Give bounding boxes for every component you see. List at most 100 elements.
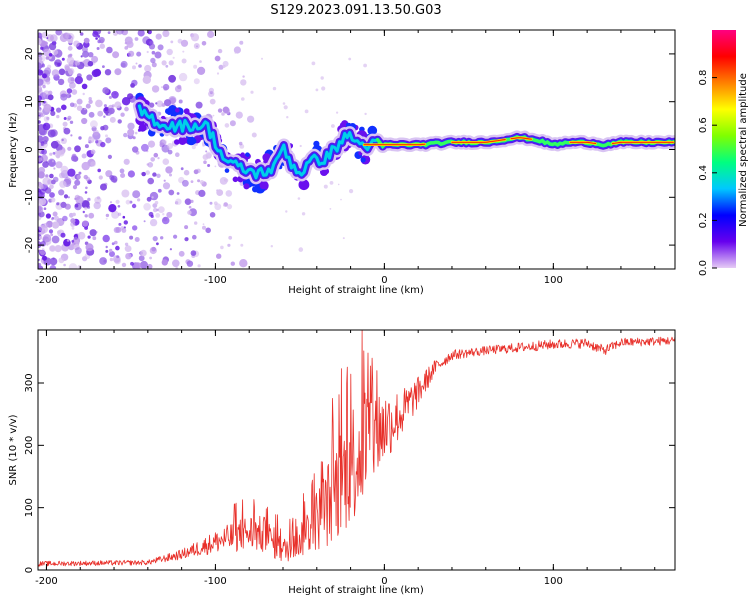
noise-speck <box>178 72 188 82</box>
noise-speck <box>223 204 225 207</box>
noise-speck <box>169 173 172 177</box>
noise-speck <box>114 101 122 109</box>
noise-speck <box>99 43 106 49</box>
noise-speck <box>45 80 51 85</box>
noise-speck <box>270 245 273 248</box>
colorbar-tick-label: 0.0 <box>698 260 709 276</box>
noise-speck <box>62 215 68 222</box>
noise-speck <box>184 198 192 205</box>
noise-speck <box>91 55 99 63</box>
noise-speck <box>43 234 52 243</box>
noise-speck <box>100 183 107 191</box>
noise-speck <box>138 64 142 68</box>
ridge-blob <box>183 108 190 115</box>
noise-speck <box>192 234 197 240</box>
noise-speck <box>66 93 72 99</box>
noise-speck <box>167 143 174 149</box>
noise-speck <box>340 198 342 201</box>
noise-speck <box>143 203 151 211</box>
noise-speck <box>100 126 105 131</box>
noise-speck <box>51 235 60 244</box>
noise-speck <box>52 211 58 217</box>
noise-speck <box>147 30 152 35</box>
noise-speck <box>151 50 156 55</box>
noise-speck <box>161 259 168 266</box>
snr-y-tick-label: 100 <box>24 498 35 517</box>
noise-speck <box>85 103 91 109</box>
noise-speck <box>91 69 100 78</box>
noise-speck <box>95 99 103 108</box>
noise-speck <box>147 177 154 185</box>
noise-speck <box>50 197 56 203</box>
noise-speck <box>190 250 197 256</box>
noise-speck <box>82 92 85 96</box>
noise-speck <box>40 112 45 118</box>
noise-speck <box>38 145 43 153</box>
noise-speck <box>172 259 180 268</box>
noise-speck <box>81 153 87 159</box>
noise-speck <box>162 213 165 216</box>
noise-speck <box>225 190 233 197</box>
noise-speck <box>93 201 101 210</box>
noise-speck <box>194 221 198 225</box>
noise-speck <box>79 32 84 36</box>
noise-speck <box>197 264 201 268</box>
noise-speck <box>59 180 67 188</box>
noise-speck <box>38 198 44 207</box>
noise-speck <box>97 110 104 117</box>
noise-speck <box>38 87 43 95</box>
noise-speck <box>111 91 119 99</box>
noise-speck <box>166 48 173 56</box>
noise-speck <box>105 249 109 253</box>
noise-speck <box>197 179 201 183</box>
noise-speck <box>60 232 66 238</box>
noise-speck <box>272 86 277 91</box>
noise-speck <box>49 192 55 198</box>
noise-speck <box>151 196 154 199</box>
noise-speck <box>54 61 58 65</box>
noise-speck <box>109 201 113 204</box>
noise-speck <box>149 218 158 227</box>
noise-speck <box>60 32 64 36</box>
noise-speck <box>109 248 113 253</box>
noise-speck <box>152 172 157 177</box>
noise-speck <box>102 234 110 243</box>
noise-speck <box>90 161 96 167</box>
noise-speck <box>234 51 237 54</box>
noise-speck <box>169 248 172 251</box>
noise-speck <box>112 51 120 59</box>
noise-speck <box>54 245 62 253</box>
snr-frame <box>37 329 676 571</box>
noise-speck <box>58 172 65 179</box>
noise-speck <box>111 210 120 219</box>
noise-speck <box>38 107 42 116</box>
noise-speck <box>137 30 145 37</box>
noise-speck <box>114 240 118 245</box>
noise-speck <box>39 236 43 240</box>
snr-y-tick-label: 200 <box>24 436 35 455</box>
noise-speck <box>76 73 82 78</box>
noise-speck <box>38 62 42 71</box>
spectrogram-y-tick-label: 0 <box>24 146 35 152</box>
noise-speck <box>88 97 92 101</box>
noise-speck <box>48 229 54 234</box>
noise-speck <box>342 237 345 240</box>
spectrogram-x-tick-label: -200 <box>35 275 58 286</box>
noise-speck <box>102 65 105 68</box>
noise-speck <box>85 243 94 252</box>
noise-speck <box>349 189 354 194</box>
noise-speck <box>46 116 50 120</box>
noise-speck <box>134 131 138 135</box>
noise-speck <box>84 191 88 194</box>
noise-speck <box>74 145 81 153</box>
noise-speck <box>143 220 146 223</box>
noise-speck <box>44 67 52 75</box>
noise-speck <box>149 40 154 46</box>
noise-speck <box>363 63 367 68</box>
noise-speck <box>63 117 67 120</box>
noise-speck <box>96 196 101 200</box>
noise-speck <box>311 61 316 66</box>
noise-speck <box>71 155 78 162</box>
noise-speck <box>51 160 55 163</box>
